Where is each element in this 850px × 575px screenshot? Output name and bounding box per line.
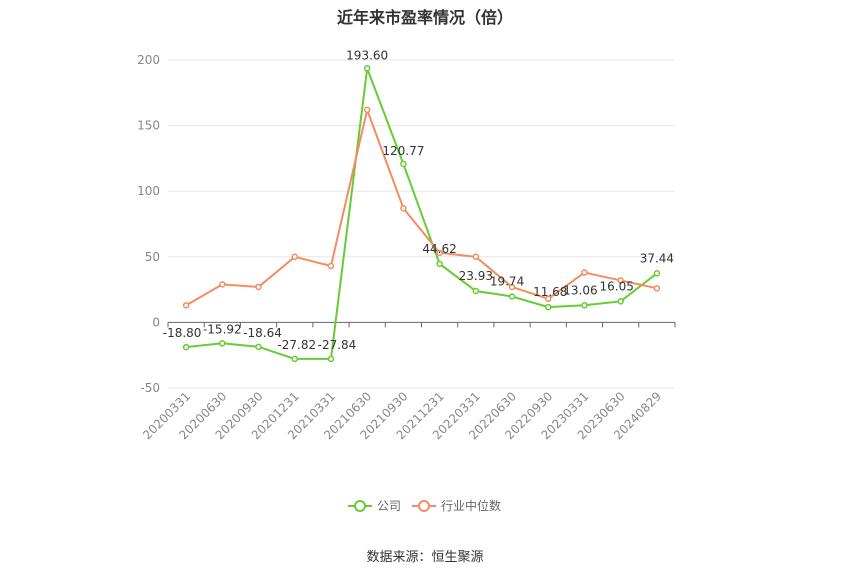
- data-point: [182, 343, 190, 351]
- series-layer: [182, 65, 661, 363]
- data-point: [363, 65, 371, 72]
- y-tick-label: 0: [152, 315, 160, 329]
- data-point: [436, 260, 443, 268]
- data-point: [508, 293, 516, 300]
- data-point: [219, 281, 226, 288]
- data-label-layer: -18.80 -15.92 -18.64-27.82 -27.84 193.60 120.…: [163, 48, 674, 352]
- data-point: [617, 277, 624, 284]
- legend: 公司 行业中位数: [348, 498, 501, 513]
- data-label: 44.62: [422, 242, 456, 256]
- data-point: [653, 270, 661, 277]
- data-label: -15.92: [203, 322, 242, 336]
- data-point: [508, 283, 516, 291]
- data-label: 11.68: [533, 285, 567, 299]
- data-label: 16.05: [599, 279, 633, 293]
- data-point: [291, 253, 298, 261]
- series-line-1: [185, 106, 658, 307]
- data-label: 13.06: [563, 283, 597, 297]
- data-label: -27.82: [277, 338, 316, 352]
- y-tick-label: 50: [145, 250, 160, 264]
- chart-title: 近年来市盈率情况（倍）: [336, 8, 513, 27]
- data-point: [182, 302, 190, 309]
- y-tick-label: 100: [137, 184, 160, 198]
- data-label: 120.77: [382, 144, 424, 158]
- data-label: 23.93: [459, 269, 493, 283]
- data-point: [472, 253, 480, 261]
- data-point: [472, 287, 480, 295]
- legend-marker: [418, 500, 430, 512]
- data-point: [653, 285, 661, 292]
- y-tick-label: -50: [140, 381, 160, 395]
- data-label: 193.60: [346, 48, 388, 62]
- y-tick-label: 150: [137, 119, 160, 133]
- data-point: [400, 205, 407, 212]
- legend-label: 行业中位数: [441, 498, 501, 513]
- data-point: [327, 355, 335, 363]
- data-point: [545, 303, 552, 311]
- data-point: [581, 302, 588, 309]
- data-label: 19.74: [490, 275, 524, 289]
- data-point: [617, 298, 624, 305]
- data-label: 37.44: [640, 251, 674, 265]
- data-point: [291, 355, 298, 363]
- data-point: [581, 269, 588, 276]
- axis-layer: -500501001502002020033120200630202009302…: [137, 53, 676, 442]
- data-label: -18.80: [163, 326, 202, 340]
- data-point: [400, 160, 407, 168]
- series-line-0: [186, 68, 658, 360]
- legend-marker: [354, 500, 366, 512]
- data-point: [545, 295, 552, 303]
- legend-label: 公司: [377, 499, 401, 513]
- y-tick-label: 200: [137, 53, 160, 67]
- data-label: -27.84: [318, 338, 357, 352]
- data-point: [363, 106, 371, 114]
- grid-layer: [168, 59, 675, 389]
- source-note: 数据来源：恒生聚源: [366, 550, 484, 565]
- data-label: -18.64: [243, 326, 282, 340]
- data-point: [255, 283, 262, 291]
- data-point: [219, 340, 226, 347]
- data-point: [255, 343, 262, 351]
- data-point: [436, 249, 443, 257]
- data-point: [327, 262, 335, 270]
